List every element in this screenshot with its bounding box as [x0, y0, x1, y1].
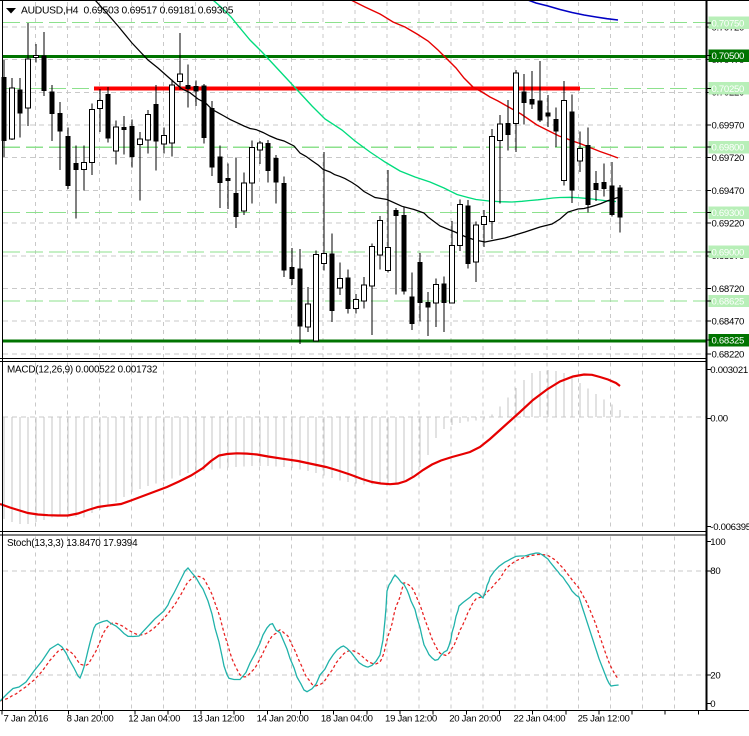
svg-text:0.69220: 0.69220: [712, 219, 745, 230]
svg-text:19 Jan 12:00: 19 Jan 12:00: [385, 714, 437, 725]
svg-text:0.68325: 0.68325: [712, 336, 745, 347]
svg-text:0.70500: 0.70500: [712, 51, 745, 62]
svg-text:0.68470: 0.68470: [712, 317, 745, 328]
svg-text:18 Jan 04:00: 18 Jan 04:00: [321, 714, 373, 725]
svg-text:0.69470: 0.69470: [712, 186, 745, 197]
svg-text:0: 0: [710, 699, 715, 710]
svg-text:0.69720: 0.69720: [712, 153, 745, 164]
svg-text:0.68625: 0.68625: [712, 296, 745, 307]
svg-text:MACD(12,26,9) 0.000522 0.00173: MACD(12,26,9) 0.000522 0.001732: [7, 364, 157, 375]
svg-text:0.003021: 0.003021: [710, 365, 748, 376]
svg-text:AUDUSD,H4 0.69503 0.69517 0.6: AUDUSD,H4 0.69503 0.69517 0.69181 0.6930…: [21, 6, 234, 17]
svg-text:0.70750: 0.70750: [712, 18, 745, 29]
svg-text:0.69800: 0.69800: [712, 143, 745, 154]
svg-text:0.69970: 0.69970: [712, 120, 745, 131]
svg-text:100: 100: [710, 537, 725, 548]
svg-text:25 Jan 12:00: 25 Jan 12:00: [578, 714, 630, 725]
svg-text:14 Jan 20:00: 14 Jan 20:00: [257, 714, 309, 725]
svg-text:0.69300: 0.69300: [712, 208, 745, 219]
svg-text:22 Jan 04:00: 22 Jan 04:00: [513, 714, 565, 725]
svg-text:0.69000: 0.69000: [712, 247, 745, 258]
svg-text:80: 80: [710, 566, 720, 577]
svg-text:20: 20: [710, 671, 720, 682]
svg-text:20 Jan 20:00: 20 Jan 20:00: [449, 714, 501, 725]
svg-text:12 Jan 04:00: 12 Jan 04:00: [128, 714, 180, 725]
svg-text:Stoch(13,3,3) 13.8470 17.9394: Stoch(13,3,3) 13.8470 17.9394: [7, 538, 138, 549]
svg-text:13 Jan 12:00: 13 Jan 12:00: [192, 714, 244, 725]
svg-text:8 Jan 20:00: 8 Jan 20:00: [67, 714, 114, 725]
svg-text:0.68720: 0.68720: [712, 284, 745, 295]
svg-text:-0.006395: -0.006395: [710, 522, 749, 533]
svg-text:7 Jan 2016: 7 Jan 2016: [4, 714, 48, 725]
svg-text:0.00: 0.00: [710, 414, 727, 425]
svg-text:0.70250: 0.70250: [712, 84, 745, 95]
svg-text:0.68220: 0.68220: [712, 349, 745, 360]
